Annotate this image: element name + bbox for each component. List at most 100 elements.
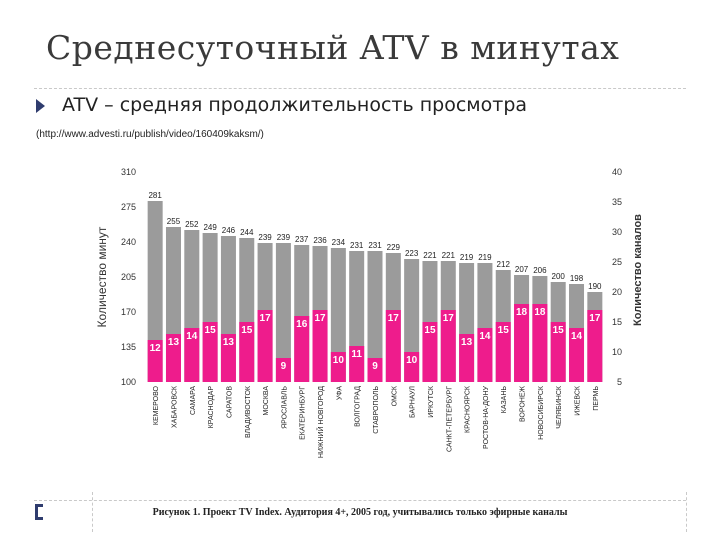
channels-value-label: 11 xyxy=(351,349,362,360)
footer-divider xyxy=(34,500,686,501)
minutes-value-label: 281 xyxy=(148,191,162,200)
slide-subtitle: ATV – средняя продолжительность просмотр… xyxy=(62,94,528,116)
channels-bar xyxy=(569,328,585,382)
left-axis-tick-label: 135 xyxy=(121,342,136,352)
minutes-value-label: 221 xyxy=(442,251,456,260)
channels-value-label: 17 xyxy=(314,313,326,324)
category-tick-label: КАЗАНЬ xyxy=(501,386,508,414)
category-tick-label: ХАБАРОВСК xyxy=(171,385,178,428)
category-tick-label: ОМСК xyxy=(391,385,398,406)
channels-bar xyxy=(330,352,346,382)
channels-bar xyxy=(275,358,291,382)
minutes-bar xyxy=(330,248,346,382)
category-tick-label: САНКТ-ПЕТЕРБУРГ xyxy=(446,386,453,452)
channels-bar xyxy=(404,352,420,382)
category-tick-label: ВОЛГОГРАД xyxy=(355,386,362,427)
channels-value-label: 9 xyxy=(372,361,378,372)
category-tick-label: РОСТОВ-НА-ДОНУ xyxy=(483,385,490,448)
right-axis-tick-label: 5 xyxy=(617,377,622,387)
channels-bar xyxy=(495,322,511,382)
category-tick-label: УФА xyxy=(336,386,343,400)
channels-bar xyxy=(587,310,603,382)
category-tick-label: ИЖЕВСК xyxy=(575,385,582,416)
right-axis-title: Количество каналов xyxy=(632,214,644,326)
left-axis-tick-label: 100 xyxy=(121,377,136,387)
right-axis-tick-label: 40 xyxy=(612,167,622,177)
channels-bar xyxy=(459,334,475,382)
left-axis-tick-label: 310 xyxy=(121,167,136,177)
title-divider xyxy=(34,88,686,89)
category-tick-label: КЕМЕРОВО xyxy=(153,385,160,425)
channels-value-label: 17 xyxy=(589,313,601,324)
category-tick-label: НОВОСИБИРСК xyxy=(538,385,545,440)
minutes-bar xyxy=(147,201,163,382)
minutes-value-label: 212 xyxy=(497,260,511,269)
channels-value-label: 10 xyxy=(406,355,418,366)
minutes-value-label: 200 xyxy=(552,272,566,281)
channels-value-label: 12 xyxy=(150,343,162,354)
minutes-value-label: 219 xyxy=(478,253,492,262)
minutes-value-label: 246 xyxy=(222,226,236,235)
category-tick-label: БАРНАУЛ xyxy=(410,386,417,418)
channels-bar xyxy=(257,310,273,382)
minutes-value-label: 249 xyxy=(203,223,217,232)
category-tick-label: ЕКАТЕРИНБУРГ xyxy=(300,386,307,440)
category-tick-label: САРАТОВ xyxy=(226,386,233,418)
left-axis-tick-label: 240 xyxy=(121,237,136,247)
channels-bar xyxy=(385,310,401,382)
footer-left-guide xyxy=(92,492,93,532)
category-tick-label: ПЕРМЬ xyxy=(593,386,600,411)
minutes-value-label: 244 xyxy=(240,228,254,237)
category-tick-label: ВОРОНЕЖ xyxy=(520,385,527,422)
minutes-value-label: 198 xyxy=(570,274,584,283)
minutes-bar xyxy=(404,259,420,382)
minutes-value-label: 252 xyxy=(185,220,199,229)
minutes-value-label: 190 xyxy=(588,282,602,291)
right-axis-tick-label: 20 xyxy=(612,287,622,297)
channels-value-label: 17 xyxy=(443,313,455,324)
minutes-value-label: 207 xyxy=(515,265,529,274)
minutes-value-label: 237 xyxy=(295,235,309,244)
minutes-value-label: 236 xyxy=(313,236,327,245)
minutes-value-label: 239 xyxy=(277,233,291,242)
channels-value-label: 18 xyxy=(534,307,546,318)
minutes-value-label: 219 xyxy=(460,253,474,262)
right-axis-tick-label: 25 xyxy=(612,257,622,267)
right-axis-tick-label: 10 xyxy=(612,347,622,357)
channels-value-label: 15 xyxy=(424,325,436,336)
left-axis-tick-label: 170 xyxy=(121,307,136,317)
category-tick-label: САМАРА xyxy=(190,386,197,415)
left-axis-tick-label: 205 xyxy=(121,272,136,282)
channels-value-label: 9 xyxy=(281,361,287,372)
minutes-value-label: 231 xyxy=(350,241,364,250)
channels-value-label: 16 xyxy=(296,319,308,330)
source-url: (http://www.advesti.ru/publish/video/160… xyxy=(36,129,264,140)
channels-bar xyxy=(294,316,310,382)
channels-value-label: 13 xyxy=(223,337,235,348)
minutes-value-label: 234 xyxy=(332,238,346,247)
slide-title: Среднесуточный ATV в минутах xyxy=(46,28,620,67)
channels-value-label: 13 xyxy=(168,337,180,348)
channels-bar xyxy=(349,346,365,382)
channels-bar xyxy=(165,334,181,382)
channels-value-label: 15 xyxy=(205,325,217,336)
channels-bar xyxy=(220,334,236,382)
category-tick-label: МОСКВА xyxy=(263,386,270,416)
footer-right-guide xyxy=(686,492,687,532)
figure-caption: Рисунок 1. Проект TV Index. Аудитория 4+… xyxy=(152,507,568,518)
category-tick-label: ЧЕЛЯБИНСК xyxy=(556,385,563,429)
right-axis-tick-label: 30 xyxy=(612,227,622,237)
category-tick-label: КРАСНОДАР xyxy=(208,386,215,429)
minutes-value-label: 239 xyxy=(258,233,272,242)
minutes-value-label: 229 xyxy=(387,243,401,252)
right-axis-tick-label: 35 xyxy=(612,197,622,207)
category-tick-label: ВЛАДИВОСТОК xyxy=(245,385,252,438)
category-tick-label: ЯРОСЛАВЛЬ xyxy=(281,386,288,429)
channels-value-label: 17 xyxy=(388,313,400,324)
minutes-value-label: 231 xyxy=(368,241,382,250)
bullet-arrow-icon xyxy=(36,99,45,113)
category-tick-label: ИРКУТСК xyxy=(428,385,435,418)
minutes-value-label: 206 xyxy=(533,266,547,275)
channels-bar xyxy=(202,322,218,382)
